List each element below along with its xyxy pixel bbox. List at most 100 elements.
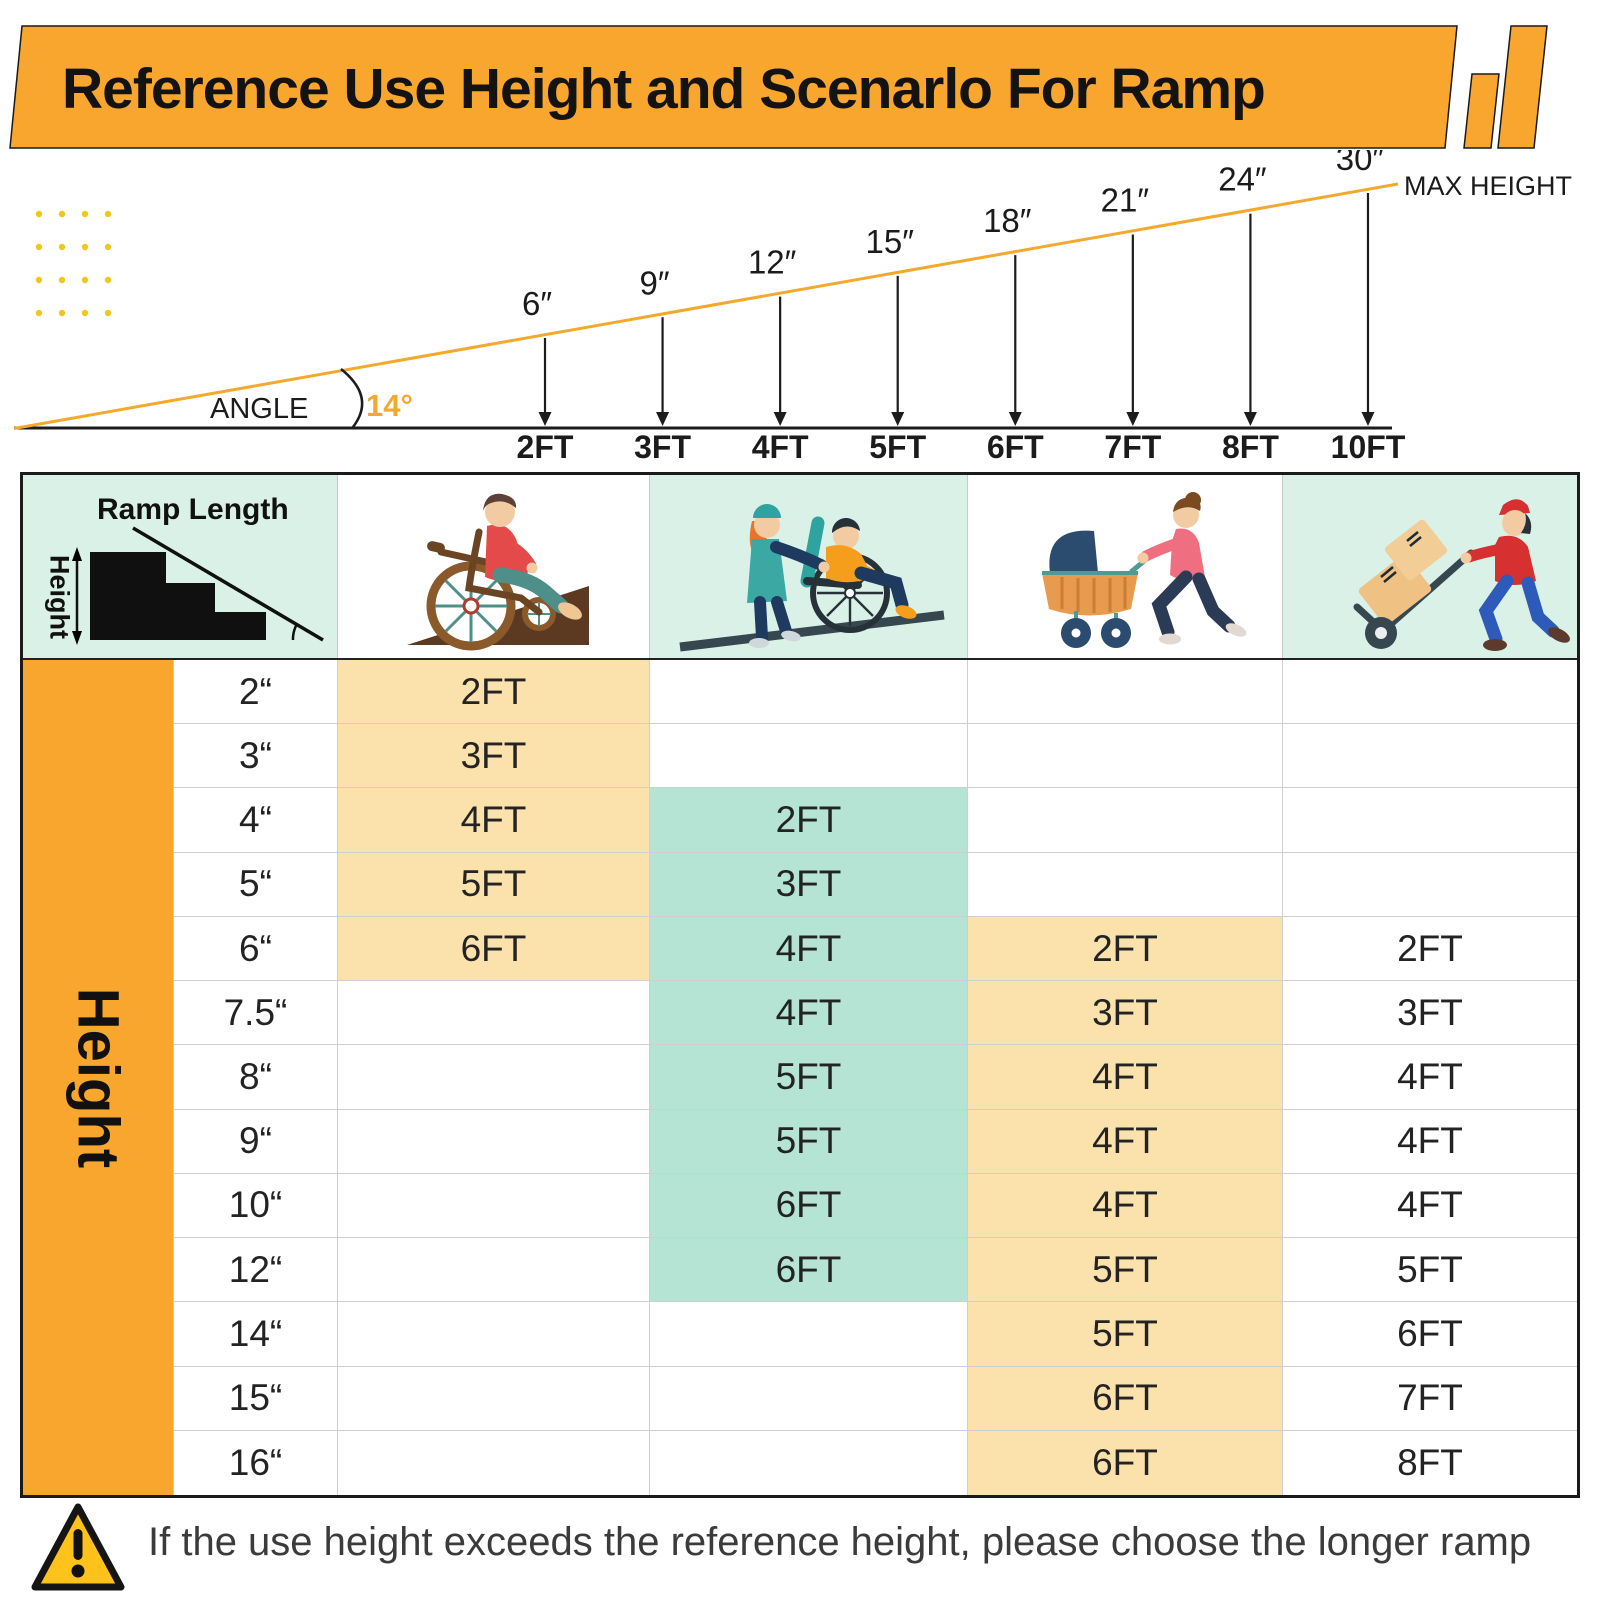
row-height-label: 8“	[174, 1045, 338, 1110]
row-height-label: 15“	[174, 1366, 338, 1431]
table-grid: 2“ 2FT 3“ 3FT 4“ 4FT 2FT 5“ 5FT 3FT 6“ 6FT 4FT 2FT 2FT…	[174, 660, 1577, 1495]
ramp-height-tick: 21″	[1101, 181, 1150, 218]
row-height-label: 14“	[174, 1302, 338, 1367]
table-cell-hand-truck: 4FT	[1283, 1174, 1577, 1239]
table-cell-wheelchair-self	[338, 1238, 650, 1303]
row-height-label: 6“	[174, 916, 338, 982]
table-cell-hand-truck	[1283, 660, 1577, 725]
table-cell-hand-truck	[1283, 853, 1577, 917]
warning-triangle-icon	[31, 1503, 125, 1591]
ramp-length-tick: 3FT	[634, 429, 691, 465]
ramp-slope-line	[13, 182, 1399, 430]
row-height-label: 10“	[174, 1173, 338, 1239]
scenario-header-wheelchair-self	[338, 475, 650, 658]
ramp-length-tick: 6FT	[987, 429, 1044, 465]
row-height-label: 9“	[174, 1109, 338, 1174]
table-cell-stroller: 2FT	[968, 916, 1283, 982]
table-cell-hand-truck: 7FT	[1283, 1367, 1577, 1431]
table-cell-wheelchair-self: 6FT	[338, 916, 650, 982]
table-cell-assisted-wheelchair: 3FT	[650, 852, 968, 917]
table-cell-assisted-wheelchair: 6FT	[650, 1173, 968, 1239]
hand-truck-icon	[1353, 498, 1570, 651]
title-banner	[9, 25, 1548, 149]
table-cell-stroller: 4FT	[968, 1173, 1283, 1239]
stroller-icon	[1042, 491, 1247, 648]
corner-cell-ramp-legend: Ramp Length Height	[23, 475, 338, 658]
stairs-ramp-icon	[72, 526, 324, 645]
table-cell-hand-truck: 4FT	[1283, 1045, 1577, 1110]
row-height-label: 3“	[174, 724, 338, 789]
scenario-header-hand-truck	[1283, 475, 1577, 658]
ramp-height-tick: 18″	[983, 202, 1032, 239]
scenario-header-assisted-wheelchair	[650, 475, 968, 658]
table-cell-stroller: 4FT	[968, 1045, 1283, 1110]
ramp-height-tick: 6″	[522, 285, 552, 322]
banner-shape	[9, 25, 1458, 149]
table-cell-assisted-wheelchair: 5FT	[650, 1045, 968, 1110]
table-cell-hand-truck: 2FT	[1283, 917, 1577, 982]
dot-grid-decoration	[35, 210, 112, 317]
diagram-points: 6″ 2FT 9″ 3FT 12″ 4FT 15″ 5FT 18″ 6FT 21″ 7FT 24″ 8FT…	[517, 150, 1406, 465]
ramp-length-tick: 7FT	[1104, 429, 1161, 465]
ramp-angle-diagram: ANGLE 14° MAX HEIGHT 6″ 2FT 9″ 3FT 12″ 4FT 15″…	[13, 150, 1572, 465]
ramp-height-tick: 9″	[640, 264, 670, 301]
row-height-label: 7.5“	[174, 981, 338, 1046]
table-cell-assisted-wheelchair	[650, 1366, 968, 1431]
height-side-label: Height	[65, 987, 131, 1168]
row-height-label: 16“	[174, 1430, 338, 1495]
table-cell-assisted-wheelchair	[650, 660, 968, 725]
max-height-label: MAX HEIGHT	[1404, 171, 1572, 201]
table-cell-hand-truck: 4FT	[1283, 1110, 1577, 1174]
ramp-height-tick: 15″	[866, 223, 915, 260]
wheelchair-user-icon	[406, 493, 589, 650]
table-cell-wheelchair-self	[338, 1430, 650, 1495]
row-height-label: 4“	[174, 788, 338, 853]
table-cell-wheelchair-self: 4FT	[338, 788, 650, 853]
height-axis-label: Height	[44, 555, 75, 639]
table-cell-hand-truck	[1283, 788, 1577, 853]
table-header-row: Ramp Length Height	[23, 475, 1577, 660]
table-cell-hand-truck: 8FT	[1397, 1441, 1463, 1483]
table-cell-wheelchair-self	[338, 1173, 650, 1239]
table-cell-wheelchair-self	[338, 1109, 650, 1174]
table-cell-assisted-wheelchair	[650, 1302, 968, 1367]
ramp-length-tick: 5FT	[869, 429, 926, 465]
table-cell-stroller: 6FT	[968, 1430, 1283, 1495]
table-cell-assisted-wheelchair	[650, 724, 968, 789]
ramp-length-label: Ramp Length	[97, 493, 289, 526]
ramp-length-tick: 4FT	[752, 429, 809, 465]
table-body: Height 2“ 2FT 3“ 3FT 4“ 4FT 2FT 5“ 5FT 3FT 6“ 6FT 4F…	[23, 660, 1577, 1495]
table-cell-stroller: 6FT	[968, 1366, 1283, 1431]
row-height-label: 5“	[174, 852, 338, 917]
angle-arc	[340, 368, 364, 428]
table-cell-hand-truck: 5FT	[1283, 1238, 1577, 1303]
table-cell-stroller: 5FT	[968, 1238, 1283, 1303]
table-cell-hand-truck: 6FT	[1283, 1302, 1577, 1367]
table-cell-assisted-wheelchair: 2FT	[650, 788, 968, 853]
table-cell-assisted-wheelchair: 6FT	[650, 1238, 968, 1303]
table-cell-stroller	[968, 724, 1283, 789]
table-cell-assisted-wheelchair	[650, 1430, 968, 1495]
table-cell-wheelchair-self	[338, 1045, 650, 1110]
table-cell-stroller: 4FT	[968, 1109, 1283, 1174]
ramp-height-tick: 12″	[748, 244, 797, 281]
table-cell-hand-truck	[1283, 724, 1577, 789]
height-side-bar: Height	[23, 660, 174, 1495]
page-title: Reference Use Height and Scenarlo For Ra…	[62, 57, 1266, 121]
caregiver-wheelchair-icon	[678, 503, 945, 651]
table-cell-wheelchair-self: 3FT	[338, 724, 650, 789]
table-cell-assisted-wheelchair: 5FT	[650, 1109, 968, 1174]
warning-text: If the use height exceeds the reference …	[148, 1520, 1532, 1564]
table-cell-assisted-wheelchair: 4FT	[650, 916, 968, 982]
banner-accent-large	[1497, 25, 1548, 149]
table-cell-wheelchair-self: 5FT	[338, 852, 650, 917]
ramp-length-tick: 2FT	[517, 429, 574, 465]
table-cell-stroller	[968, 660, 1283, 725]
ramp-height-tick: 30″	[1336, 150, 1385, 177]
table-cell-wheelchair-self	[338, 1302, 650, 1367]
table-cell-stroller: 3FT	[968, 981, 1283, 1046]
table-cell-stroller	[968, 852, 1283, 917]
table-cell-assisted-wheelchair: 4FT	[650, 981, 968, 1046]
ramp-length-tick: 8FT	[1222, 429, 1279, 465]
